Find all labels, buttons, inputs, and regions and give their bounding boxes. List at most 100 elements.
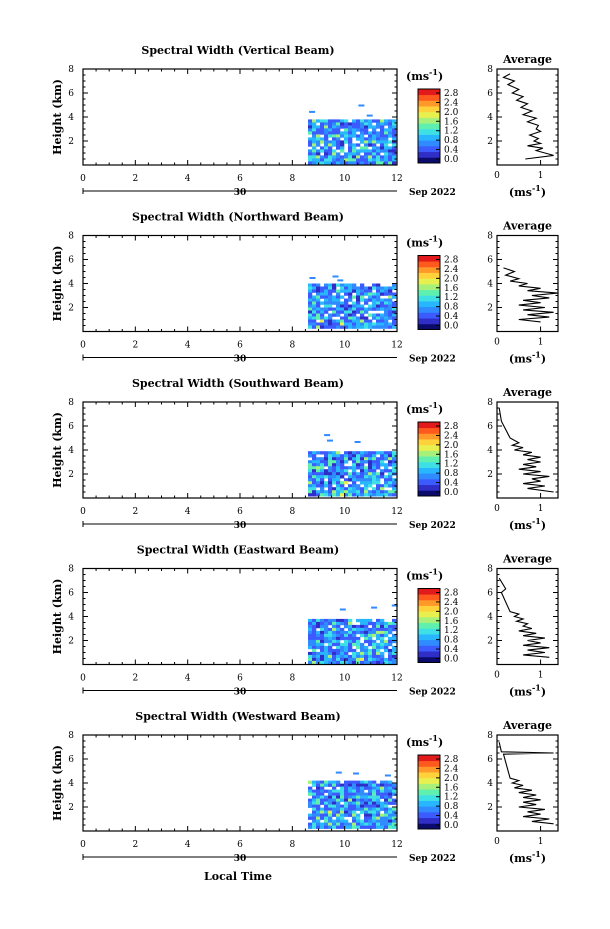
heatmap-cell [392, 786, 397, 790]
heatmap-cell [316, 283, 321, 287]
heatmap-cell [320, 310, 325, 314]
heatmap-cell [324, 140, 329, 144]
heatmap-cell [372, 481, 377, 485]
heatmap-cell [340, 810, 345, 814]
heatmap-cell [316, 801, 321, 805]
heatmap-cell [356, 322, 361, 326]
heatmap-cell [312, 490, 317, 494]
heatmap-cell [368, 289, 373, 293]
heatmap-cell [376, 304, 381, 308]
heatmap-cell [392, 143, 397, 147]
heatmap-cell [352, 636, 357, 641]
heatmap-cell [388, 286, 393, 290]
heatmap-cell [388, 642, 393, 647]
heatmap-cell [328, 152, 333, 156]
heatmap-cell [328, 286, 333, 290]
x-tick-label: 8 [289, 174, 295, 184]
heatmap-cell [328, 633, 333, 638]
heatmap-cell [372, 633, 377, 638]
heatmap-cell [316, 654, 321, 659]
heatmap-cell [368, 149, 373, 153]
heatmap-cell [308, 654, 313, 659]
heatmap-cell [372, 639, 377, 644]
heatmap-cell [316, 451, 321, 455]
heatmap-cell [332, 301, 337, 305]
heatmap-cell [324, 283, 329, 287]
heatmap-cell [316, 301, 321, 305]
heatmap-cell [340, 143, 345, 147]
heatmap-cell [340, 155, 345, 159]
heatmap-cell [328, 807, 333, 811]
heatmap-cell [388, 801, 393, 805]
heatmap-cell [356, 642, 361, 647]
heatmap-cell [388, 484, 393, 488]
heatmap-cell [344, 316, 349, 320]
heatmap-cell [364, 319, 369, 323]
colorbar-units: (ms-1) [406, 567, 443, 583]
heatmap-cell [360, 322, 365, 326]
heatmap-cell [320, 286, 325, 290]
heatmap-cell [364, 472, 369, 476]
heatmap-cell [348, 152, 353, 156]
heatmap-cell [320, 316, 325, 320]
heatmap-cell [348, 131, 353, 135]
heatmap-cell [364, 645, 369, 650]
heatmap-cell [312, 457, 317, 461]
heatmap-cell [308, 636, 313, 641]
heatmap-cell [344, 460, 349, 464]
avg-x-label-exp: -1 [532, 516, 541, 526]
heatmap-cell [392, 810, 397, 814]
heatmap-cell [324, 434, 331, 437]
heatmap-cell [364, 639, 369, 644]
heatmap-cell [336, 161, 341, 165]
heatmap-cell [392, 651, 397, 656]
heatmap-cell [392, 792, 397, 796]
units-exponent: -1 [429, 567, 438, 577]
heatmap-cell [352, 648, 357, 653]
heatmap-cell [348, 475, 353, 479]
heatmap-cell [352, 286, 357, 290]
heatmap-cell [308, 137, 313, 141]
colorbar-swatch [418, 106, 440, 113]
heatmap-cell [312, 158, 317, 162]
heatmap-cell [344, 624, 349, 629]
heatmap-cell [320, 636, 325, 641]
colorbar-units: (ms-1) [406, 67, 443, 83]
heatmap-cell [336, 463, 341, 467]
x-tick-label: 2 [132, 840, 138, 850]
heatmap-cell [336, 451, 341, 455]
heatmap-cell [312, 642, 317, 647]
colorbar-swatch [418, 467, 440, 474]
heatmap-cell [308, 128, 313, 132]
heatmap-cell [308, 493, 313, 497]
heatmap-cell [348, 122, 353, 126]
heatmap-cell [332, 472, 337, 476]
heatmap-cell [372, 807, 377, 811]
heatmap-cell [316, 119, 321, 123]
heatmap-cell [320, 801, 325, 805]
heatmap-cell [376, 451, 381, 455]
heatmap-cell [360, 807, 365, 811]
y-tick-label: 4 [68, 280, 74, 290]
colorbar-tick-label: 0.8 [444, 303, 459, 313]
heatmap-cell [320, 125, 325, 129]
heatmap-cell [312, 648, 317, 653]
avg-title: Average [502, 386, 552, 399]
heatmap-cell [368, 633, 373, 638]
heatmap-cell [328, 493, 333, 497]
heatmap-cell [308, 310, 313, 314]
heatmap-cell [339, 608, 346, 611]
heatmap-cell [336, 310, 341, 314]
colorbar-tick-label: 0.0 [444, 322, 459, 332]
heatmap-cell [384, 633, 389, 638]
colorbar-tick-label: 2.4 [444, 598, 459, 608]
heatmap-cell [372, 131, 377, 135]
heatmap-cell [392, 813, 397, 817]
heatmap-cell [336, 295, 341, 299]
heatmap-cell [320, 816, 325, 820]
heatmap-cell [328, 454, 333, 458]
heatmap-cell [368, 825, 373, 829]
heatmap-cell [388, 825, 393, 829]
heatmap-cell [384, 149, 389, 153]
heatmap-cell [372, 161, 377, 165]
